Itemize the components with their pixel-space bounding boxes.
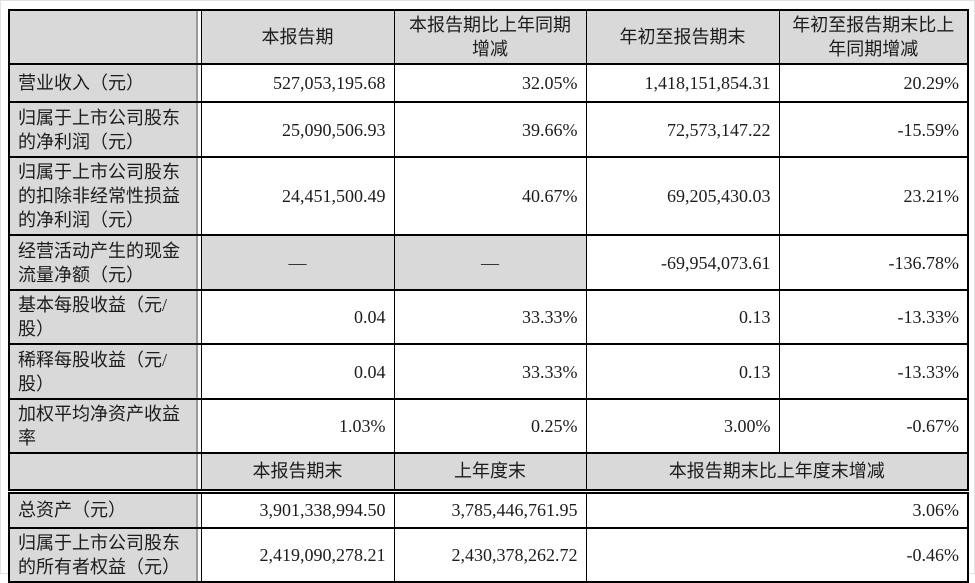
- value-ytd-yoy-change: 23.21%: [778, 156, 969, 236]
- value-current-period: 527,053,195.68: [200, 63, 395, 103]
- value-current-period: 24,451,500.49: [200, 156, 395, 236]
- metric-label: 稀释每股收益（元/股）: [8, 343, 202, 400]
- col-header-ytd: 年初至报告期末: [585, 9, 780, 65]
- col-header-end-of-period: 本报告期末: [200, 452, 395, 494]
- value-ytd-yoy-change: -136.78%: [778, 234, 969, 291]
- col-header-current-period: 本报告期: [200, 9, 395, 65]
- table-row-diluted-eps: 稀释每股收益（元/股） 0.04 33.33% 0.13 -13.33%: [8, 343, 969, 400]
- metric-label: 营业收入（元）: [8, 63, 202, 103]
- snapshot-header-row: 本报告期末 上年度末 本报告期末比上年度末增减: [8, 452, 969, 494]
- value-yoy-change: 33.33%: [393, 289, 587, 345]
- metric-label: 基本每股收益（元/股）: [8, 289, 202, 345]
- value-ytd: 72,573,147.22: [585, 101, 780, 158]
- table-row-revenue: 营业收入（元） 527,053,195.68 32.05% 1,418,151,…: [8, 63, 969, 103]
- corner-cell: [8, 9, 202, 65]
- value-yoy-change: 0.25%: [393, 398, 587, 454]
- value-current-period: 0.04: [200, 289, 395, 345]
- table-row-deducted-net-profit: 归属于上市公司股东的扣除非经常性损益的净利润（元） 24,451,500.49 …: [8, 156, 969, 236]
- value-yoy-change: 32.05%: [393, 63, 587, 103]
- value-yoy-change: 33.33%: [393, 343, 587, 400]
- value-ytd: 1,418,151,854.31: [585, 63, 780, 103]
- value-current-period: 0.04: [200, 343, 395, 400]
- financial-summary-table: 本报告期 本报告期比上年同期增减 年初至报告期末 年初至报告期末比上年同期增减 …: [8, 9, 969, 583]
- table-row-net-profit: 归属于上市公司股东的净利润（元） 25,090,506.93 39.66% 72…: [8, 101, 969, 158]
- col-header-ytd-yoy-change: 年初至报告期末比上年同期增减: [778, 9, 969, 65]
- value-end-of-period: 2,419,090,278.21: [200, 527, 395, 583]
- value-ytd: 0.13: [585, 289, 780, 345]
- value-ytd-yoy-change: -13.33%: [778, 289, 969, 345]
- value-yoy-change-na: —: [393, 234, 587, 291]
- table-row-total-assets: 总资产（元） 3,901,338,994.50 3,785,446,761.95…: [8, 490, 969, 529]
- value-yoy-change: 40.67%: [393, 156, 587, 236]
- metric-label: 经营活动产生的现金流量净额（元）: [8, 234, 202, 291]
- col-header-yoy-change: 本报告期比上年同期增减: [393, 9, 587, 65]
- corner-cell: [8, 452, 202, 494]
- value-ytd-yoy-change: 20.29%: [778, 63, 969, 103]
- value-ytd-yoy-change: -0.67%: [778, 398, 969, 454]
- value-change: 3.06%: [585, 490, 969, 529]
- value-ytd-yoy-change: -13.33%: [778, 343, 969, 400]
- value-current-period: 1.03%: [200, 398, 395, 454]
- table-row-operating-cash-flow: 经营活动产生的现金流量净额（元） — — -69,954,073.61 -136…: [8, 234, 969, 291]
- value-yoy-change: 39.66%: [393, 101, 587, 158]
- metric-label: 总资产（元）: [8, 490, 202, 529]
- value-ytd-yoy-change: -15.59%: [778, 101, 969, 158]
- table-row-weighted-avg-roe: 加权平均净资产收益率 1.03% 0.25% 3.00% -0.67%: [8, 398, 969, 454]
- metric-label: 归属于上市公司股东的净利润（元）: [8, 101, 202, 158]
- value-ytd: -69,954,073.61: [585, 234, 780, 291]
- table-row-basic-eps: 基本每股收益（元/股） 0.04 33.33% 0.13 -13.33%: [8, 289, 969, 345]
- value-end-of-last-year: 3,785,446,761.95: [393, 490, 587, 529]
- value-ytd: 3.00%: [585, 398, 780, 454]
- col-header-end-of-last-year: 上年度末: [393, 452, 587, 494]
- period-header-row: 本报告期 本报告期比上年同期增减 年初至报告期末 年初至报告期末比上年同期增减: [8, 9, 969, 65]
- metric-label: 加权平均净资产收益率: [8, 398, 202, 454]
- value-current-period: 25,090,506.93: [200, 101, 395, 158]
- value-ytd: 0.13: [585, 343, 780, 400]
- value-end-of-period: 3,901,338,994.50: [200, 490, 395, 529]
- value-ytd: 69,205,430.03: [585, 156, 780, 236]
- value-current-period-na: —: [200, 234, 395, 291]
- metric-label: 归属于上市公司股东的扣除非经常性损益的净利润（元）: [8, 156, 202, 236]
- col-header-period-vs-last-year: 本报告期末比上年度末增减: [585, 452, 969, 494]
